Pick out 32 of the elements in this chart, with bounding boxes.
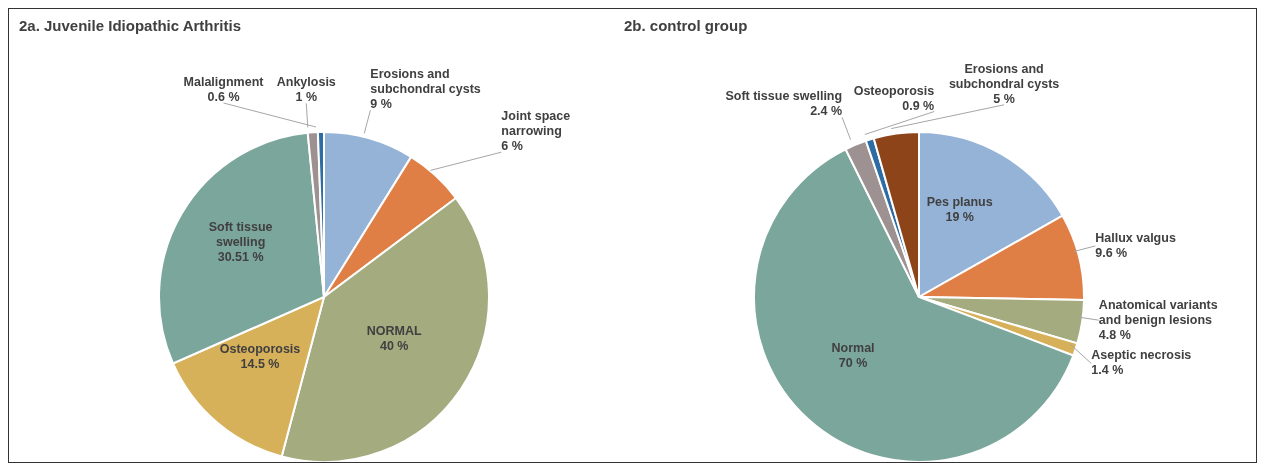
slice-label: NORMAL (366, 324, 423, 339)
data-label: 30.51 % (217, 250, 264, 265)
chart-title: 2a. Juvenile Idiopathic Arthritis (19, 17, 241, 34)
slice-label: Aseptic necrosis (1091, 348, 1192, 363)
data-label: 1.4 % (1091, 363, 1124, 378)
slice-label: Osteoporosis (219, 342, 301, 357)
data-label: 5 % (993, 91, 1015, 106)
data-label: 19 % (945, 210, 974, 225)
slice-label: Malalignment (183, 75, 265, 90)
data-label: 70 % (838, 355, 868, 370)
slice-label: Hallux valgus (1095, 230, 1176, 245)
slice-label: Ankylosis (276, 75, 336, 90)
data-label: 0.9 % (902, 98, 935, 113)
data-label: 2.4 % (810, 104, 843, 119)
slice-label: Joint space narrowing (501, 109, 571, 139)
slice-label: Soft tissue swelling (725, 89, 843, 104)
slice-label: Soft tissue swelling (208, 220, 273, 250)
data-label: 0.6 % (207, 90, 240, 105)
chart-title: 2b. control group (624, 17, 748, 34)
slice-label: Anatomical variants and benign lesions (1098, 297, 1218, 327)
slice-label: Normal (831, 340, 875, 355)
data-label: 4.8 % (1098, 327, 1131, 342)
data-label: 9.6 % (1095, 245, 1128, 260)
slice-label: Erosions and subchondral cysts (370, 67, 481, 97)
data-label: 40 % (379, 339, 409, 354)
data-label: 9 % (370, 97, 392, 112)
slice-label: Osteoporosis (853, 83, 935, 98)
data-label: 14.5 % (240, 357, 280, 372)
slice-label: Pes planus (926, 195, 993, 210)
data-label: 6 % (501, 139, 523, 154)
slice-label: Erosions and subchondral cysts (948, 61, 1060, 91)
data-label: 1 % (295, 90, 318, 105)
